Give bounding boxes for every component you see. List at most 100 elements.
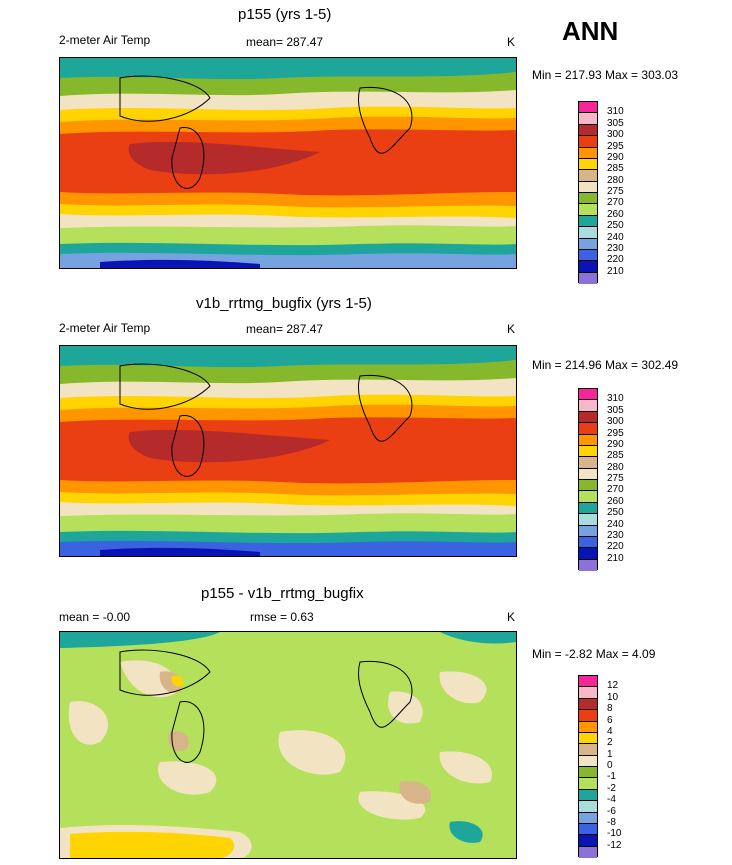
panel-1-colorbar-tick: 260	[607, 208, 624, 220]
panel-3-colorbar-swatch	[579, 676, 597, 688]
panel-3-minmax-label: Min = -2.82 Max = 4.09	[532, 647, 656, 661]
panel-2-colorbar	[578, 388, 598, 571]
panel-1-colorbar-tick: 285	[607, 163, 624, 175]
panel-3-colorbar-swatch	[579, 767, 597, 779]
panel-2-colorbar-swatch	[579, 434, 597, 446]
panel-3-colorbar-tick: 4	[607, 725, 613, 737]
panel-3-mean-label: mean = -0.00	[59, 610, 131, 624]
panel-3-colorbar-tick: -2	[607, 782, 616, 794]
panel-3-colorbar-tick: -1	[607, 771, 616, 783]
panel-1-colorbar-swatch	[579, 227, 597, 239]
panel-1-minmax-label: Min = 217.93 Max = 303.03	[532, 68, 679, 82]
panel-2-mean-label: mean= 287.47	[246, 322, 324, 336]
panel-3-colorbar-tick: 1	[607, 748, 613, 760]
panel-3-colorbar-tick: -8	[607, 816, 616, 828]
panel-1-colorbar-swatch	[579, 261, 597, 273]
panel-3-colorbar-tick: 6	[607, 714, 613, 726]
panel-1-colorbar	[578, 101, 598, 284]
panel-1-colorbar-tick: 230	[607, 242, 624, 254]
panel-3-colorbar-tick: 8	[607, 703, 613, 715]
panel-3-colorbar-swatch	[579, 812, 597, 824]
panel-2-colorbar-swatch	[579, 457, 597, 469]
panel-1-colorbar-swatch	[579, 272, 597, 284]
panel-1-colorbar-swatch	[579, 238, 597, 250]
panel-2-colorbar-swatch	[579, 525, 597, 537]
panel-3-colorbar-swatch	[579, 698, 597, 711]
panel-3-title: p155 - v1b_rrtmg_bugfix	[201, 585, 364, 602]
panel-1-colorbar-tick: 300	[607, 129, 624, 141]
panel-3-colorbar-swatch	[579, 846, 597, 858]
panel-1-colorbar-tick: 310	[607, 106, 624, 118]
panel-3-units-label: K	[507, 610, 516, 624]
panel-2-colorbar-swatch	[579, 514, 597, 526]
panel-3-colorbar-swatch	[579, 732, 597, 745]
panel-1-colorbar-swatch	[579, 249, 597, 262]
panel-2-map	[59, 345, 517, 557]
panel-1-colorbar-swatch	[579, 193, 597, 205]
panel-2-colorbar-tick: 280	[607, 461, 624, 473]
panel-2-minmax-label: Min = 214.96 Max = 302.49	[532, 358, 679, 372]
panel-2-colorbar-tick: 285	[607, 450, 624, 462]
panel-1-colorbar-swatch	[579, 181, 597, 193]
panel-1-colorbar-tick: 240	[607, 231, 624, 243]
panel-1-colorbar-tick: 210	[607, 265, 624, 277]
panel-1-colorbar-tick: 280	[607, 174, 624, 186]
panel-2-colorbar-swatch	[579, 445, 597, 458]
panel-1-colorbar-swatch	[579, 102, 597, 114]
panel-2-colorbar-swatch	[579, 423, 597, 435]
panel-1-colorbar-tick: 305	[607, 117, 624, 129]
panel-3-colorbar-swatch	[579, 710, 597, 722]
panel-3-colorbar-swatch	[579, 801, 597, 813]
panel-1-colorbar-swatch	[579, 113, 597, 125]
panel-2-colorbar-swatch	[579, 559, 597, 571]
panel-3-colorbar-tick: 10	[607, 691, 619, 703]
panel-2-colorbar-tick: 290	[607, 438, 624, 450]
panel-2-colorbar-swatch	[579, 502, 597, 515]
panel-1-colorbar-tick: 275	[607, 186, 624, 197]
panel-2-variable-label: 2-meter Air Temp	[59, 321, 151, 335]
panel-3-colorbar-tick: -4	[607, 794, 616, 806]
panel-3-contour-svg	[60, 632, 516, 858]
panel-2-colorbar-swatch	[579, 548, 597, 560]
panel-3-colorbar-tick: -10	[607, 828, 622, 840]
panel-1-colorbar-tick: 250	[607, 220, 624, 232]
panel-3-colorbar-swatch	[579, 789, 597, 802]
panel-2-colorbar-swatch	[579, 411, 597, 424]
panel-1-title: p155 (yrs 1-5)	[238, 6, 332, 23]
panel-1-units-label: K	[507, 35, 516, 49]
panel-1-colorbar-swatch	[579, 215, 597, 228]
season-label: ANN	[562, 16, 619, 46]
panel-1-colorbar-swatch	[579, 124, 597, 137]
panel-3-colorbar-tick: 2	[607, 737, 613, 749]
panel-1-colorbar-tick: 295	[607, 140, 624, 152]
panel-2-colorbar-tick: 230	[607, 529, 624, 541]
panel-1-mean-label: mean= 287.47	[246, 35, 324, 49]
panel-2-colorbar-tick: 305	[607, 404, 624, 416]
panel-1-colorbar-swatch	[579, 147, 597, 159]
panel-1-variable-label: 2-meter Air Temp	[59, 33, 151, 47]
panel-2-colorbar-swatch	[579, 468, 597, 480]
panel-2-colorbar-swatch	[579, 400, 597, 412]
panel-2-contour-svg	[60, 346, 516, 556]
panel-3-colorbar-swatch	[579, 778, 597, 790]
panel-2-colorbar-swatch	[579, 389, 597, 401]
panel-2-colorbar-tick: 250	[607, 507, 624, 519]
panel-2-colorbar-tick: 260	[607, 495, 624, 507]
panel-3-colorbar-tick: -6	[607, 805, 616, 817]
panel-3-colorbar	[578, 675, 598, 858]
panel-3-colorbar-swatch	[579, 744, 597, 756]
panel-1-colorbar-swatch	[579, 170, 597, 182]
panel-3-colorbar-swatch	[579, 721, 597, 733]
panel-2-colorbar-tick: 270	[607, 484, 624, 496]
panel-3-colorbar-swatch	[579, 755, 597, 767]
panel-2-colorbar-tick: 220	[607, 541, 624, 553]
panel-3-map	[59, 631, 517, 859]
panel-2-colorbar-swatch	[579, 491, 597, 503]
panel-2-colorbar-tick: 240	[607, 518, 624, 530]
panel-3-colorbar-tick: -12	[607, 839, 622, 851]
panel-2-colorbar-tick: 300	[607, 416, 624, 428]
panel-3-rmse-label: rmse = 0.63	[250, 610, 314, 624]
panel-3-colorbar-tick: 0	[607, 760, 613, 771]
panel-2-colorbar-tick: 275	[607, 473, 624, 484]
panel-1-colorbar-swatch	[579, 136, 597, 148]
